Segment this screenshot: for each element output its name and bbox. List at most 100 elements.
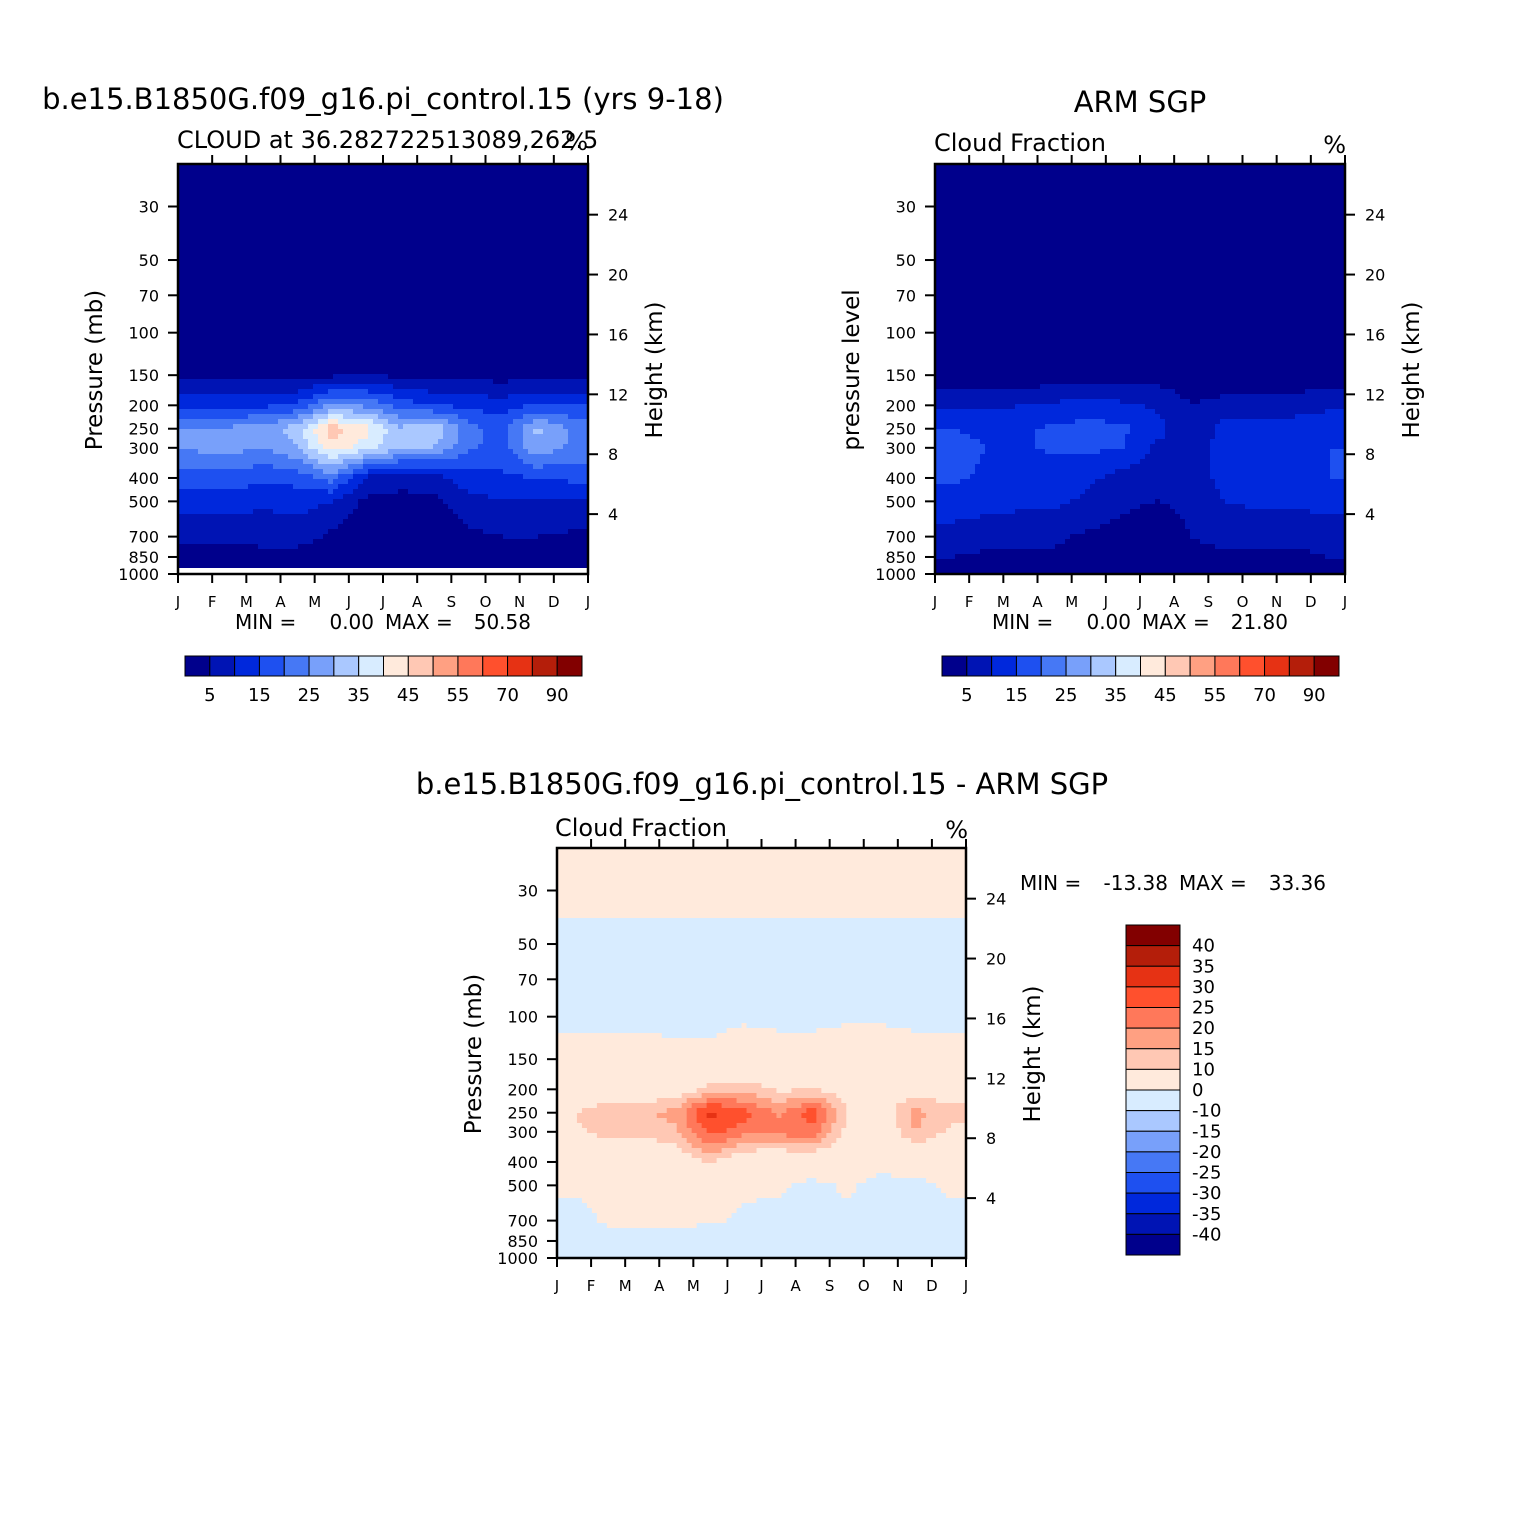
contour-field <box>557 848 966 1258</box>
contour-cell <box>273 509 309 515</box>
colorbar-box <box>1015 655 1042 677</box>
contour-cell <box>557 948 966 954</box>
contour-cell <box>741 1133 788 1139</box>
contour-cell <box>935 464 976 470</box>
contour-cell <box>741 1203 966 1209</box>
colorbar-label: 10 <box>1192 1059 1215 1080</box>
x-tick-label: D <box>548 593 560 611</box>
contour-cell <box>791 1183 837 1189</box>
contour-cell <box>458 439 484 445</box>
contour-cell <box>178 304 588 310</box>
contour-cell <box>696 1108 748 1114</box>
contour-cell <box>1080 494 1221 500</box>
y-tick-label: 50 <box>896 251 916 270</box>
contour-cell <box>691 1143 738 1149</box>
colorbar-box <box>1125 1213 1181 1235</box>
contour-cell <box>178 479 329 485</box>
contour-cell <box>935 544 1056 550</box>
contour-cell <box>816 1148 966 1154</box>
contour-cell <box>328 389 369 395</box>
contour-cell <box>557 1033 663 1039</box>
contour-cell <box>178 444 299 450</box>
contour-cell <box>523 414 569 420</box>
contour-cell <box>178 434 289 440</box>
contour-cell <box>318 399 379 405</box>
contour-cell <box>911 1113 927 1119</box>
colorbar-box <box>234 655 260 677</box>
contour-cell <box>960 479 1096 485</box>
colorbar-label: -25 <box>1192 1163 1221 1184</box>
contour-cell <box>816 1118 827 1124</box>
contour-cell <box>876 1173 892 1179</box>
contour-cell <box>178 559 588 565</box>
contour-cell <box>1040 384 1161 390</box>
y-tick-label: 300 <box>128 439 159 458</box>
contour-cell <box>443 429 459 435</box>
colorbar-label: 30 <box>1192 977 1215 998</box>
contour-cell <box>906 1098 937 1104</box>
contour-cell <box>178 464 254 470</box>
contour-cell <box>483 429 509 435</box>
contour-cell <box>178 459 304 465</box>
contour-cell <box>288 454 309 460</box>
contour-cell <box>756 1198 966 1204</box>
contour-cell <box>1045 449 1101 455</box>
contour-cell <box>1210 474 1331 480</box>
contour-cell <box>178 244 588 250</box>
contour-cell <box>178 424 234 430</box>
contour-cell <box>791 1088 822 1094</box>
contour-cell <box>293 409 314 415</box>
contour-cell <box>268 404 309 410</box>
contour-cell <box>178 174 588 180</box>
contour-cell <box>1125 439 1156 445</box>
y-tick-label: 300 <box>885 439 916 458</box>
contour-cell <box>557 1123 583 1129</box>
contour-cell <box>438 439 459 445</box>
contour-cell <box>1215 544 1345 550</box>
panel-obs: ARM SGP Cloud Fraction % J F M A M J J A S O N D J 30… <box>839 85 1425 706</box>
contour-cell <box>1295 414 1345 420</box>
contour-cell <box>701 1093 758 1099</box>
contour-cell <box>458 429 484 435</box>
panel-model-units: % <box>565 128 588 156</box>
x-tick-label: S <box>1204 593 1214 611</box>
missing-data-strip <box>178 568 588 574</box>
contour-cell <box>557 993 966 999</box>
colorbar-label: 25 <box>1055 685 1078 706</box>
contour-cell <box>676 1123 688 1129</box>
contour-cell <box>338 469 354 475</box>
contour-cell <box>313 474 339 480</box>
contour-cell <box>935 414 1161 420</box>
x-tick-label: S <box>825 1277 835 1295</box>
contour-cell <box>841 1193 852 1199</box>
contour-cell <box>243 449 274 455</box>
contour-cell <box>901 1128 947 1134</box>
contour-cell <box>935 454 981 460</box>
contour-cell <box>508 409 588 415</box>
contour-cell <box>323 534 504 540</box>
contour-cell <box>935 509 1016 515</box>
contour-cell <box>368 494 439 500</box>
contour-cell <box>557 1158 703 1164</box>
contour-cell <box>178 534 324 540</box>
contour-cell <box>1325 554 1345 560</box>
contour-cell <box>841 1133 902 1139</box>
contour-cell <box>841 1023 887 1029</box>
contour-cell <box>1130 429 1166 435</box>
panel-diff-units: % <box>945 816 968 844</box>
contour-cell <box>198 449 244 455</box>
contour-cell <box>353 489 399 495</box>
contour-cell <box>358 484 459 490</box>
contour-cell <box>458 454 519 460</box>
contour-cell <box>303 459 319 465</box>
contour-cell <box>686 1138 703 1144</box>
colorbar-label: 5 <box>204 685 215 706</box>
contour-cell <box>1330 454 1345 460</box>
panel-model-colorbar: 5 15 25 35 45 55 70 90 <box>184 655 583 706</box>
contour-cell <box>368 389 429 395</box>
contour-cell <box>716 1113 753 1119</box>
x-tick-label: M <box>997 593 1010 611</box>
contour-cell <box>557 1043 966 1049</box>
contour-cell <box>378 444 434 450</box>
y-tick-label: 150 <box>128 366 159 385</box>
